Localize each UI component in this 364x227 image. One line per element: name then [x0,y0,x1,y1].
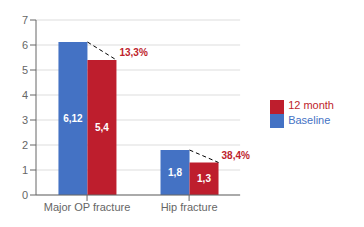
svg-text:2: 2 [22,139,28,151]
svg-text:1,3: 1,3 [197,173,211,184]
svg-text:3: 3 [22,114,28,126]
svg-text:4: 4 [22,89,28,101]
html-text:12 month: 12 month [288,99,334,112]
svg-text:1: 1 [22,164,28,176]
svg-text:7: 7 [22,14,28,26]
svg-text:6: 6 [22,39,28,51]
svg-text:13,3%: 13,3% [119,47,147,58]
svg-text:5,4: 5,4 [95,122,109,133]
svg-text:5: 5 [22,64,28,76]
svg-text:Major OP fracture: Major OP fracture [44,201,131,213]
svg-text:0: 0 [22,189,28,201]
svg-text:Hip fracture: Hip fracture [161,201,218,213]
svg-text:1,8: 1,8 [168,167,182,178]
svg-text:6,12: 6,12 [63,113,83,124]
svg-text:38,4%: 38,4% [222,150,250,161]
html-text:Baseline: Baseline [288,113,331,126]
